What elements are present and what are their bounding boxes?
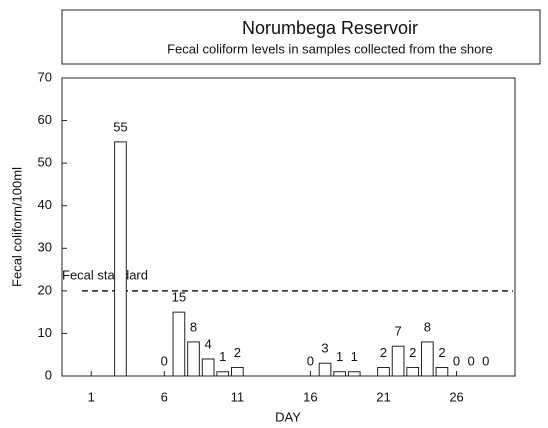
value-label: 0 <box>453 353 460 368</box>
y-tick-label: 0 <box>45 367 52 382</box>
bar <box>347 371 361 377</box>
bar <box>377 366 390 377</box>
value-label: 0 <box>307 353 314 368</box>
y-axis-label: Fecal coliform/100ml <box>9 167 24 287</box>
bar <box>333 371 346 377</box>
value-label: 15 <box>172 290 186 305</box>
bar <box>187 341 200 377</box>
y-tick-label: 30 <box>38 240 52 255</box>
chart-title: Norumbega Reservoir <box>242 18 418 38</box>
x-axis-label: DAY <box>275 409 301 424</box>
y-tick-label: 40 <box>38 197 52 212</box>
bar <box>318 362 332 377</box>
value-label: 3 <box>321 341 328 356</box>
value-label: 4 <box>205 336 212 351</box>
value-label: 2 <box>409 345 416 360</box>
value-label: 1 <box>336 349 343 364</box>
y-tick-label: 70 <box>38 69 52 84</box>
y-tick-label: 20 <box>38 282 52 297</box>
value-label: 1 <box>351 349 358 364</box>
bar <box>406 366 420 377</box>
value-label: 0 <box>482 353 489 368</box>
bar <box>435 366 449 377</box>
value-label: 8 <box>424 319 431 334</box>
value-label: 2 <box>234 345 241 360</box>
bar <box>201 358 215 377</box>
x-tick-label: 11 <box>231 389 245 404</box>
value-label: 0 <box>468 353 475 368</box>
title-box <box>61 9 541 65</box>
plot-frame <box>61 77 516 377</box>
y-tick-label: 60 <box>38 112 52 127</box>
x-tick-label: 1 <box>88 389 95 404</box>
value-label: 0 <box>161 353 168 368</box>
chart-subtitle: Fecal coliform levels in samples collect… <box>167 41 493 56</box>
x-tick-label: 16 <box>303 389 317 404</box>
x-tick-label: 6 <box>161 389 168 404</box>
bar <box>216 371 230 377</box>
bar <box>114 141 127 377</box>
bar <box>231 366 244 377</box>
value-label: 1 <box>219 349 226 364</box>
value-label: 8 <box>190 319 197 334</box>
y-tick-label: 50 <box>38 155 52 170</box>
bar <box>172 311 186 377</box>
y-tick-label: 10 <box>38 325 52 340</box>
bar <box>420 341 434 377</box>
value-label: 55 <box>113 119 127 134</box>
bar <box>391 345 405 377</box>
value-label: 7 <box>394 324 401 339</box>
value-label: 2 <box>380 345 387 360</box>
x-tick-label: 21 <box>376 389 390 404</box>
reference-label: Fecal standard <box>62 267 148 282</box>
x-tick-label: 26 <box>449 389 463 404</box>
value-label: 2 <box>438 345 445 360</box>
